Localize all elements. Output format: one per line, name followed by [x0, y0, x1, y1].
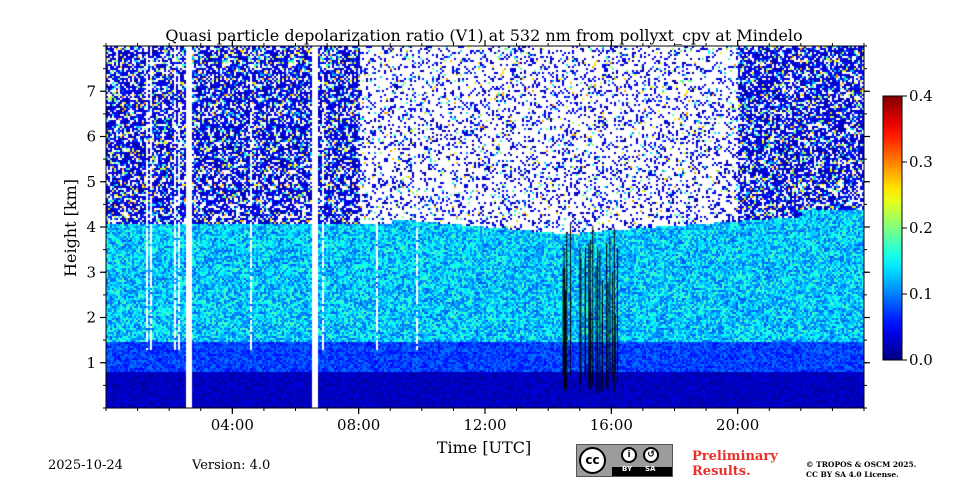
chart-title: Quasi particle depolarization ratio (V1)… — [165, 26, 802, 45]
colorbar-tick-label: 0.0 — [909, 351, 933, 369]
colorbar-tick-label: 0.2 — [909, 219, 933, 237]
y-tick-label: 2 — [86, 309, 96, 327]
colorbar: 0.0 0.1 0.2 0.3 0.4 — [882, 87, 933, 369]
colorbar-tick-label: 0.4 — [909, 87, 933, 105]
x-axis-label: Time [UTC] — [437, 438, 531, 457]
license-bar — [612, 467, 672, 476]
heatmap-image — [106, 46, 864, 408]
x-tick-label: 04:00 — [211, 416, 254, 434]
preliminary-notice: Preliminary Results. — [692, 449, 778, 479]
footer-date: 2025-10-24 — [48, 458, 123, 473]
y-tick-label: 3 — [86, 263, 96, 281]
y-tick-label: 5 — [86, 173, 96, 191]
y-tick-label: 4 — [86, 218, 96, 236]
footer-version: Version: 4.0 — [192, 458, 271, 473]
y-tick-label: 7 — [86, 82, 96, 100]
share-alike-icon: ↺ — [643, 447, 659, 463]
x-tick-label: 16:00 — [590, 416, 633, 434]
license-by: BY — [622, 465, 633, 473]
license-badge: cc i ↺ BY SA — [576, 444, 673, 477]
x-tick-label: 20:00 — [716, 416, 759, 434]
copyright-notice: © TROPOS & OSCM 2025. CC BY SA 4.0 Licen… — [806, 460, 916, 480]
heatmap-area — [106, 46, 864, 408]
copyright-line-2: CC BY SA 4.0 License. — [806, 470, 899, 479]
x-tick-label: 12:00 — [463, 416, 506, 434]
colorbar-tick-label: 0.1 — [909, 285, 933, 303]
preliminary-line-1: Preliminary — [692, 449, 778, 464]
colorbar-bar — [882, 95, 903, 361]
y-axis-label: Height [km] — [61, 179, 80, 277]
y-tick-label: 1 — [86, 354, 96, 372]
license-sa: SA — [645, 465, 656, 473]
y-tick-label: 6 — [86, 128, 96, 146]
preliminary-line-2: Results. — [692, 464, 751, 479]
axes: 04:00 08:00 12:00 16:00 20:00 1 2 3 4 5 6 7 — [86, 40, 870, 434]
cc-logo-icon: cc — [579, 447, 606, 474]
attribution-icon: i — [621, 447, 637, 463]
x-tick-label: 08:00 — [337, 416, 380, 434]
copyright-line-1: © TROPOS & OSCM 2025. — [806, 460, 917, 469]
colorbar-tick-label: 0.3 — [909, 153, 933, 171]
